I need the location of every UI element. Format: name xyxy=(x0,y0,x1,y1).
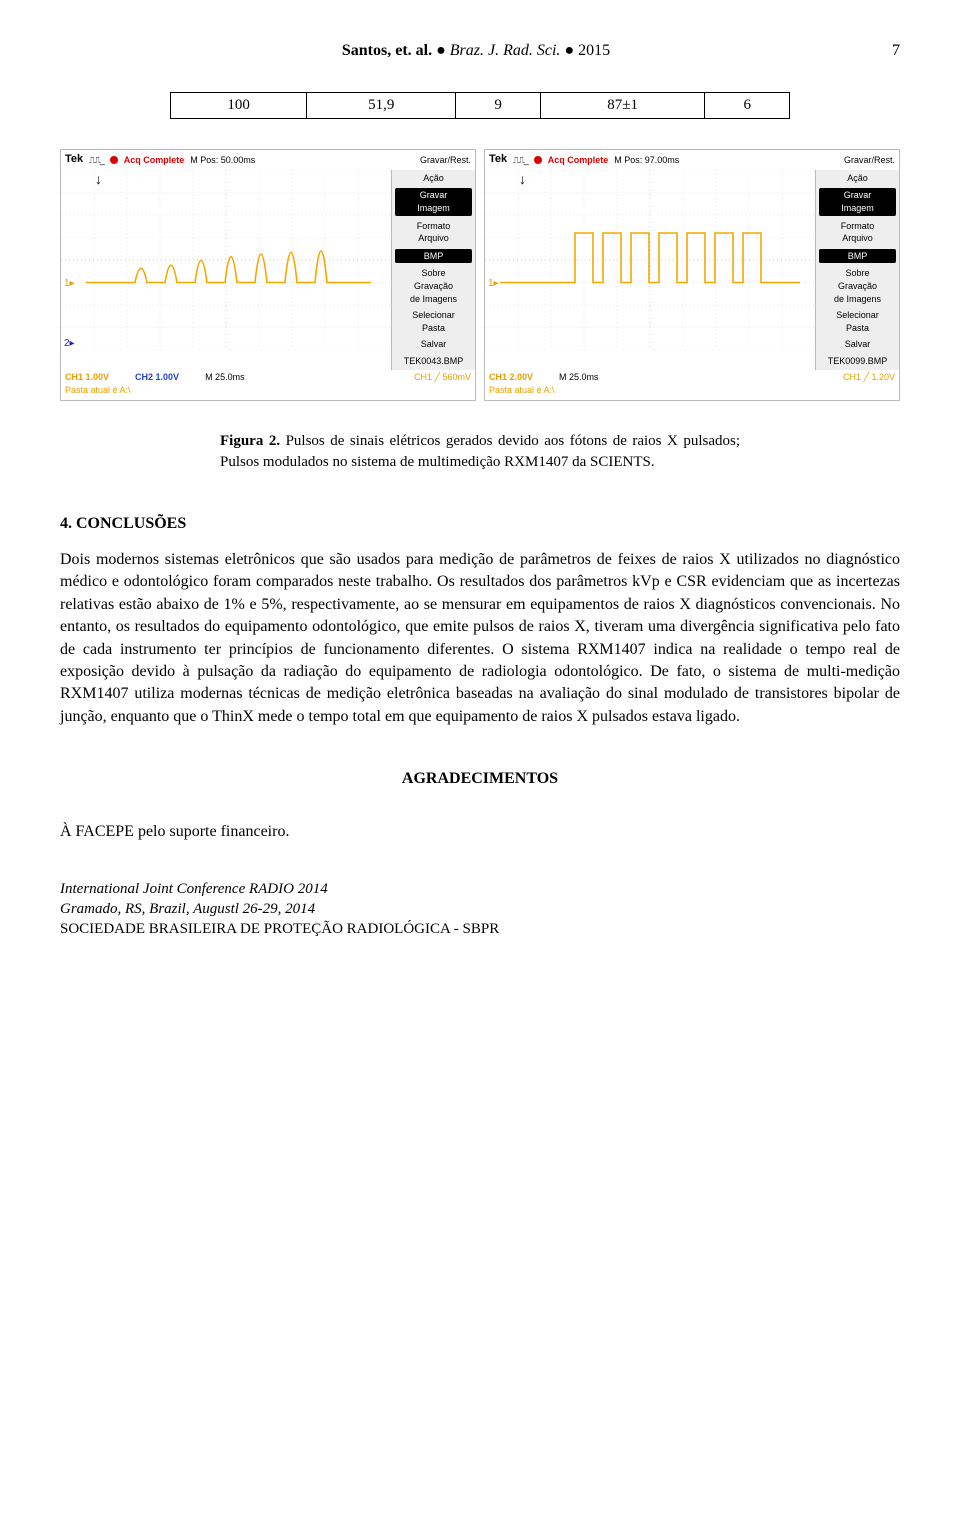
gravar-rest: Gravar/Rest. xyxy=(420,154,471,167)
oscilloscope-left: Tek ⎍⎍_ Acq Complete M Pos: 50.00ms Grav… xyxy=(60,149,476,400)
header-bullet: ● xyxy=(436,42,446,59)
scope-bottom-readout: CH1 1.00V CH2 1.00V M 25.0ms CH1 ╱ 560mV… xyxy=(61,370,475,400)
table-cell: 87±1 xyxy=(540,93,705,119)
scope-waveform-area: ↓ 1▸ 2▸ xyxy=(61,170,391,350)
acq-status: Acq Complete xyxy=(548,154,609,167)
table-cell: 100 xyxy=(171,93,307,119)
scope-svg: 1▸ xyxy=(485,170,815,350)
ch1-scale: CH1 1.00V xyxy=(65,371,109,384)
menu-salvar: Salvar xyxy=(819,338,896,351)
acq-dot-icon xyxy=(110,156,118,164)
page-number: 7 xyxy=(892,40,900,62)
menu-acao: Ação xyxy=(395,172,472,185)
m-pos: M Pos: 50.00ms xyxy=(190,154,255,167)
pasta-atual: Pasta atual é A:\ xyxy=(489,384,895,397)
tek-logo: Tek xyxy=(489,152,507,167)
scope-top-bar: Tek ⎍⎍_ Acq Complete M Pos: 50.00ms Grav… xyxy=(61,150,475,169)
timebase: M 25.0ms xyxy=(205,371,245,384)
trigger-readout: CH1 ╱ 1.20V xyxy=(843,371,895,384)
menu-bmp: BMP xyxy=(819,249,896,264)
data-table: 100 51,9 9 87±1 6 xyxy=(170,92,790,119)
header-authors: Santos, et. al. xyxy=(342,42,432,59)
figure-caption-text: Pulsos de sinais elétricos gerados devid… xyxy=(220,433,740,470)
figure-label: Figura 2. xyxy=(220,433,280,449)
menu-acao: Ação xyxy=(819,172,896,185)
menu-sobre: Sobre Gravação de Imagens xyxy=(395,267,472,305)
page-footer: International Joint Conference RADIO 201… xyxy=(60,879,900,940)
timebase: M 25.0ms xyxy=(559,371,599,384)
menu-save-file: TEK0099.BMP xyxy=(819,355,896,368)
menu-formato: Formato Arquivo xyxy=(819,220,896,245)
header-year: 2015 xyxy=(578,42,610,59)
section-heading: 4. CONCLUSÕES xyxy=(60,513,900,535)
footer-line-2: Gramado, RS, Brazil, Augustl 26-29, 2014 xyxy=(60,899,900,919)
m-pos: M Pos: 97.00ms xyxy=(614,154,679,167)
acq-status: Acq Complete xyxy=(124,154,185,167)
header-journal: Braz. J. Rad. Sci. xyxy=(450,42,561,59)
ch1-marker: 1▸ xyxy=(64,278,75,289)
gravar-rest: Gravar/Rest. xyxy=(844,154,895,167)
ch1-marker: 1▸ xyxy=(488,278,499,289)
ack-body: À FACEPE pelo suporte financeiro. xyxy=(60,821,900,843)
menu-formato: Formato Arquivo xyxy=(395,220,472,245)
pasta-atual: Pasta atual é A:\ xyxy=(65,384,471,397)
table-cell: 9 xyxy=(456,93,540,119)
ack-heading: AGRADECIMENTOS xyxy=(60,768,900,790)
menu-gravar-imagem: Gravar Imagem xyxy=(395,188,472,215)
trigger-position-marker: ↓ xyxy=(95,172,102,186)
scope-side-menu: Ação Gravar Imagem Formato Arquivo BMP S… xyxy=(815,170,899,370)
trigger-position-marker: ↓ xyxy=(519,172,526,186)
table-row: 100 51,9 9 87±1 6 xyxy=(171,93,790,119)
scope-top-bar: Tek ⎍⎍_ Acq Complete M Pos: 97.00ms Grav… xyxy=(485,150,899,169)
ch2-marker: 2▸ xyxy=(64,338,75,349)
oscilloscope-right: Tek ⎍⎍_ Acq Complete M Pos: 97.00ms Grav… xyxy=(484,149,900,400)
ch1-scale: CH1 2.00V xyxy=(489,371,533,384)
menu-salvar: Salvar xyxy=(395,338,472,351)
menu-gravar-imagem: Gravar Imagem xyxy=(819,188,896,215)
scope-bottom-readout: CH1 2.00V M 25.0ms CH1 ╱ 1.20V Pasta atu… xyxy=(485,370,899,400)
trigger-glyph: ⎍⎍_ xyxy=(89,154,104,167)
footer-line-3: SOCIEDADE BRASILEIRA DE PROTEÇÃO RADIOLÓ… xyxy=(60,919,900,939)
footer-line-1: International Joint Conference RADIO 201… xyxy=(60,879,900,899)
trigger-readout: CH1 ╱ 560mV xyxy=(414,371,471,384)
trigger-glyph: ⎍⎍_ xyxy=(513,154,528,167)
acq-dot-icon xyxy=(534,156,542,164)
running-header: Santos, et. al. ● Braz. J. Rad. Sci. ● 2… xyxy=(60,40,900,62)
tek-logo: Tek xyxy=(65,152,83,167)
scope-waveform-area: ↓ 1▸ xyxy=(485,170,815,350)
ch2-scale: CH2 1.00V xyxy=(135,371,179,384)
oscilloscope-figure-row: Tek ⎍⎍_ Acq Complete M Pos: 50.00ms Grav… xyxy=(60,149,900,400)
table-cell: 6 xyxy=(705,93,790,119)
scope-side-menu: Ação Gravar Imagem Formato Arquivo BMP S… xyxy=(391,170,475,370)
menu-selecionar: Selecionar Pasta xyxy=(819,309,896,334)
scope-svg: 1▸ 2▸ xyxy=(61,170,391,350)
figure-caption: Figura 2. Pulsos de sinais elétricos ger… xyxy=(220,431,740,473)
menu-sobre: Sobre Gravação de Imagens xyxy=(819,267,896,305)
table-cell: 51,9 xyxy=(307,93,456,119)
menu-bmp: BMP xyxy=(395,249,472,264)
conclusions-body: Dois modernos sistemas eletrônicos que s… xyxy=(60,549,900,728)
menu-selecionar: Selecionar Pasta xyxy=(395,309,472,334)
menu-save-file: TEK0043.BMP xyxy=(395,355,472,368)
header-bullet-2: ● xyxy=(564,42,574,59)
